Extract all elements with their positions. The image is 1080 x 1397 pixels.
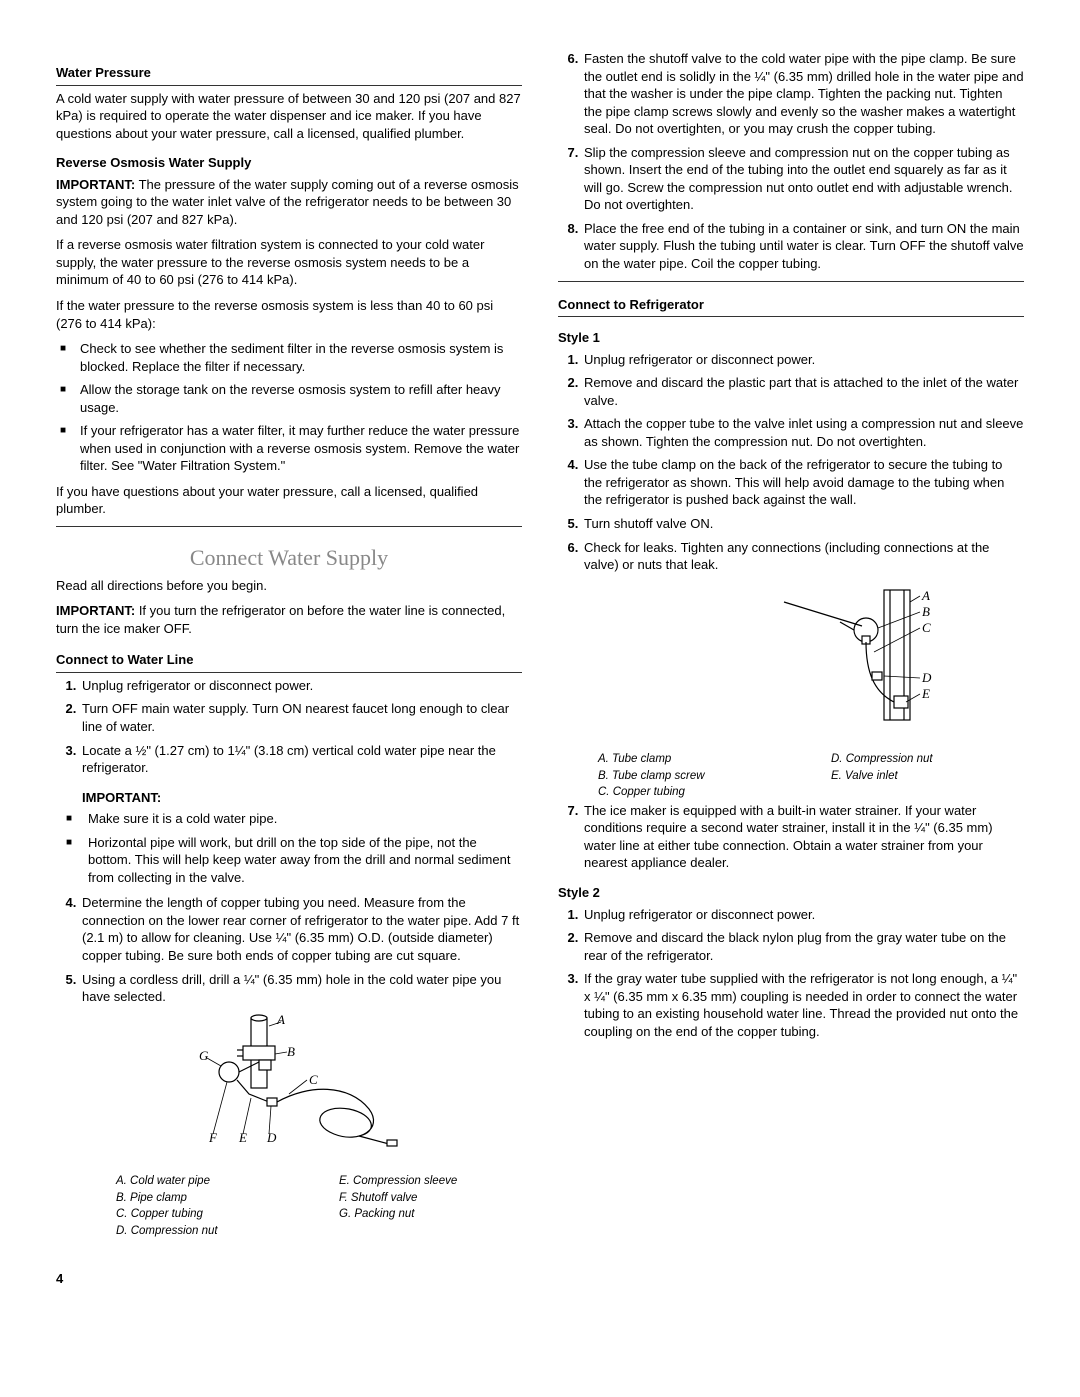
legend2-d: D. Compression nut — [831, 752, 1024, 768]
cwl-sub-1: Make sure it is a cold water pipe. — [86, 810, 522, 828]
style1-list: Unplug refrigerator or disconnect power.… — [558, 351, 1024, 574]
ro-bullet-list: Check to see whether the sediment filter… — [56, 340, 522, 475]
svg-text:D: D — [266, 1130, 277, 1145]
cwl-step-7: Slip the compression sleeve and compress… — [582, 144, 1024, 214]
heading-connect-water-line: Connect to Water Line — [56, 651, 522, 673]
ro-bullet-2: Allow the storage tank on the reverse os… — [80, 381, 522, 416]
s1-step-4: Use the tube clamp on the back of the re… — [582, 456, 1024, 509]
right-column: Fasten the shutoff valve to the cold wat… — [558, 50, 1024, 1288]
svg-text:C: C — [309, 1072, 318, 1087]
legend1-a: A. Cold water pipe — [116, 1174, 299, 1190]
cwl-step-8: Place the free end of the tubing in a co… — [582, 220, 1024, 273]
s2-step-3: If the gray water tube supplied with the… — [582, 970, 1024, 1040]
para-cws-1: Read all directions before you begin. — [56, 577, 522, 595]
svg-text:C: C — [922, 620, 931, 635]
legend1-b: B. Pipe clamp — [116, 1191, 299, 1207]
legend2-a: A. Tube clamp — [598, 752, 791, 768]
s1-step-5: Turn shutoff valve ON. — [582, 515, 1024, 533]
cwl-sub-2: Horizontal pipe will work, but drill on … — [86, 834, 522, 887]
diagram-1-legend: A. Cold water pipe B. Pipe clamp C. Copp… — [56, 1174, 522, 1240]
divider — [558, 281, 1024, 282]
diagram-2-legend: A. Tube clamp B. Tube clamp screw C. Cop… — [558, 752, 1024, 802]
cwl-step-6: Fasten the shutoff valve to the cold wat… — [582, 50, 1024, 138]
heading-water-pressure: Water Pressure — [56, 64, 522, 86]
two-column-layout: Water Pressure A cold water supply with … — [56, 50, 1024, 1288]
para-water-pressure: A cold water supply with water pressure … — [56, 90, 522, 143]
cwl-step-3-text: Locate a ½" (1.27 cm) to 1¼" (3.18 cm) v… — [82, 743, 496, 776]
s1-step-6: Check for leaks. Tighten any connections… — [582, 539, 1024, 574]
legend1-d: D. Compression nut — [116, 1224, 299, 1240]
para-cws-important: IMPORTANT: If you turn the refrigerator … — [56, 602, 522, 637]
legend1-c: C. Copper tubing — [116, 1207, 299, 1223]
svg-text:E: E — [238, 1130, 247, 1145]
ro-bullet-1: Check to see whether the sediment filter… — [80, 340, 522, 375]
para-ro-4: If you have questions about your water p… — [56, 483, 522, 518]
svg-text:A: A — [276, 1014, 285, 1027]
cwl-ordered-list: Unplug refrigerator or disconnect power.… — [56, 677, 522, 1006]
cwl-step-2: Turn OFF main water supply. Turn ON near… — [80, 700, 522, 735]
divider — [56, 526, 522, 527]
heading-style-2: Style 2 — [558, 884, 1024, 902]
cwl-step-4: Determine the length of copper tubing yo… — [80, 894, 522, 964]
heading-reverse-osmosis: Reverse Osmosis Water Supply — [56, 154, 522, 172]
ro-bullet-3: If your refrigerator has a water filter,… — [80, 422, 522, 475]
svg-text:G: G — [199, 1048, 209, 1063]
style2-list: Unplug refrigerator or disconnect power.… — [558, 906, 1024, 1041]
cwl-step-1: Unplug refrigerator or disconnect power. — [80, 677, 522, 695]
para-ro-3: If the water pressure to the reverse osm… — [56, 297, 522, 332]
s1-step-2: Remove and discard the plastic part that… — [582, 374, 1024, 409]
svg-text:B: B — [922, 604, 930, 619]
s1-step-3: Attach the copper tube to the valve inle… — [582, 415, 1024, 450]
legend1-g: G. Packing nut — [339, 1207, 522, 1223]
svg-text:E: E — [921, 686, 930, 701]
diagram-2-tube-clamp: A B C D E — [558, 582, 1024, 747]
cwl-important-label: IMPORTANT: — [82, 789, 522, 807]
cwl-sub-bullets: Make sure it is a cold water pipe. Horiz… — [82, 810, 522, 886]
cwl-step-5: Using a cordless drill, drill a ¼" (6.35… — [80, 971, 522, 1006]
svg-text:B: B — [287, 1044, 295, 1059]
heading-style-1: Style 1 — [558, 329, 1024, 347]
heading-connect-refrigerator: Connect to Refrigerator — [558, 296, 1024, 318]
style1-list-continued: The ice maker is equipped with a built-i… — [558, 802, 1024, 872]
cwl-step-3: Locate a ½" (1.27 cm) to 1¼" (3.18 cm) v… — [80, 742, 522, 887]
para-ro-important: IMPORTANT: The pressure of the water sup… — [56, 176, 522, 229]
legend1-f: F. Shutoff valve — [339, 1191, 522, 1207]
legend2-c: C. Copper tubing — [598, 785, 791, 801]
para-ro-2: If a reverse osmosis water filtration sy… — [56, 236, 522, 289]
s2-step-2: Remove and discard the black nylon plug … — [582, 929, 1024, 964]
s1-step-7: The ice maker is equipped with a built-i… — [582, 802, 1024, 872]
s2-step-1: Unplug refrigerator or disconnect power. — [582, 906, 1024, 924]
legend1-e: E. Compression sleeve — [339, 1174, 522, 1190]
section-title-connect-water-supply: Connect Water Supply — [56, 543, 522, 573]
s1-step-1: Unplug refrigerator or disconnect power. — [582, 351, 1024, 369]
page-number: 4 — [56, 1270, 522, 1288]
svg-text:D: D — [921, 670, 932, 685]
cwl-continued-list: Fasten the shutoff valve to the cold wat… — [558, 50, 1024, 273]
legend2-b: B. Tube clamp screw — [598, 769, 791, 785]
left-column: Water Pressure A cold water supply with … — [56, 50, 522, 1288]
diagram-1-shutoff-valve: A B C G F E D — [56, 1014, 522, 1169]
svg-text:A: A — [921, 588, 930, 603]
svg-text:F: F — [208, 1130, 218, 1145]
legend2-e: E. Valve inlet — [831, 769, 1024, 785]
